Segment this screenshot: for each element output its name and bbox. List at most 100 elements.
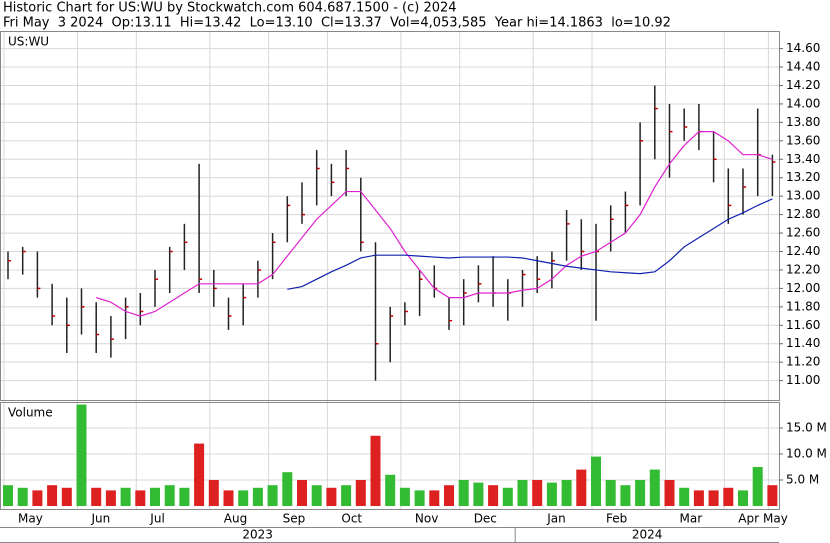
volume-bar <box>355 479 366 506</box>
year-label: 2024 <box>632 528 663 542</box>
volume-bar <box>120 487 131 506</box>
volume-bar <box>679 487 690 506</box>
y-tick-label: 14.00 <box>786 96 820 110</box>
volume-bar <box>17 487 28 506</box>
volume-bar <box>370 435 381 506</box>
year-label: 2023 <box>242 528 273 542</box>
y-tick-label: 12.60 <box>786 226 820 240</box>
y-tick-label: 11.60 <box>786 318 820 332</box>
x-tick-label: Jan <box>546 512 566 526</box>
volume-panel <box>0 402 780 510</box>
volume-bar <box>208 479 219 506</box>
volume-bar <box>76 404 87 506</box>
volume-bar <box>620 485 631 506</box>
y-tick-label: 15.0 M <box>786 420 827 434</box>
volume-bar <box>738 490 748 506</box>
x-tick-label: Jul <box>149 512 164 526</box>
y-tick-label: 14.20 <box>786 78 820 92</box>
y-tick-label: 14.40 <box>786 60 820 74</box>
y-tick-label: 13.00 <box>786 189 820 203</box>
volume-bar <box>32 490 43 506</box>
x-tick-label: May <box>18 512 43 526</box>
x-tick-label: Apr <box>738 512 759 526</box>
y-tick-label: 13.80 <box>786 115 820 129</box>
volume-bar <box>385 474 396 506</box>
volume-bar <box>767 485 778 506</box>
volume-bar <box>664 479 675 506</box>
y-tick-label: 12.40 <box>786 244 820 258</box>
volume-bar <box>444 485 454 506</box>
volume-bar <box>458 479 469 506</box>
volume-bar <box>105 490 116 506</box>
volume-bar <box>297 479 307 506</box>
volume-bar <box>561 479 572 506</box>
volume-bar <box>3 485 13 506</box>
volume-bar <box>164 485 175 506</box>
header-title: Historic Chart for US:WU by Stockwatch.c… <box>3 1 457 16</box>
y-tick-label: 12.20 <box>786 262 820 276</box>
y-tick-label: 11.40 <box>786 336 820 350</box>
x-tick-label: Mar <box>680 512 703 526</box>
volume-bar <box>47 485 58 506</box>
volume-bar <box>635 479 646 506</box>
volume-bar <box>723 487 734 506</box>
volume-bar <box>708 490 719 506</box>
volume-bar <box>752 466 763 506</box>
volume-bar <box>473 482 484 506</box>
y-tick-label: 11.80 <box>786 299 820 313</box>
volume-bar <box>267 485 278 506</box>
volume-bar <box>517 479 528 506</box>
volume-bar <box>223 490 234 506</box>
x-tick-label: Sep <box>283 512 306 526</box>
y-tick-label: 12.00 <box>786 281 820 295</box>
volume-bar <box>135 490 146 506</box>
moving-average <box>287 198 773 290</box>
y-tick-label: 11.20 <box>786 355 820 369</box>
y-tick-label: 12.80 <box>786 207 820 221</box>
y-tick-label: 13.20 <box>786 170 820 184</box>
y-tick-label: 11.00 <box>786 373 820 387</box>
x-tick-label: Dec <box>474 512 497 526</box>
volume-bar <box>311 485 322 506</box>
volume-bar <box>399 487 410 506</box>
volume-bar <box>502 487 513 506</box>
volume-bar <box>532 479 543 506</box>
x-tick-label: Aug <box>224 512 247 526</box>
volume-bar <box>429 490 440 506</box>
volume-bar <box>61 487 72 506</box>
volume-bar <box>341 485 352 506</box>
x-tick-label: Nov <box>415 512 438 526</box>
symbol-label: US:WU <box>8 35 49 49</box>
volume-bar <box>546 482 557 506</box>
volume-bar <box>576 469 587 506</box>
volume-bar <box>252 487 263 506</box>
volume-bar <box>326 487 337 506</box>
volume-bar <box>194 443 205 506</box>
price-panel <box>0 31 780 401</box>
header-quote: Fri May 3 2024 Op:13.11 Hi=13.42 Lo=13.1… <box>3 16 671 31</box>
volume-bar <box>605 479 616 506</box>
volume-bar <box>649 469 660 506</box>
y-tick-label: 5.0 M <box>786 472 819 486</box>
volume-bar <box>693 490 704 506</box>
x-tick-label: Jun <box>91 512 111 526</box>
volume-bar <box>150 487 160 506</box>
volume-bar <box>591 456 601 506</box>
y-tick-label: 14.60 <box>786 41 820 55</box>
y-tick-label: 13.60 <box>786 133 820 147</box>
y-tick-label: 13.40 <box>786 152 820 166</box>
volume-bar <box>179 487 190 506</box>
volume-bar <box>488 485 499 506</box>
volume-bar <box>238 490 249 506</box>
x-tick-label: May <box>763 512 788 526</box>
volume-bar <box>91 487 102 506</box>
volume-label: Volume <box>8 406 53 420</box>
moving-average <box>96 131 773 317</box>
x-tick-label: Feb <box>606 512 627 526</box>
y-tick-label: 10.0 M <box>786 446 827 460</box>
volume-bar <box>282 472 293 506</box>
x-tick-label: Oct <box>341 512 362 526</box>
